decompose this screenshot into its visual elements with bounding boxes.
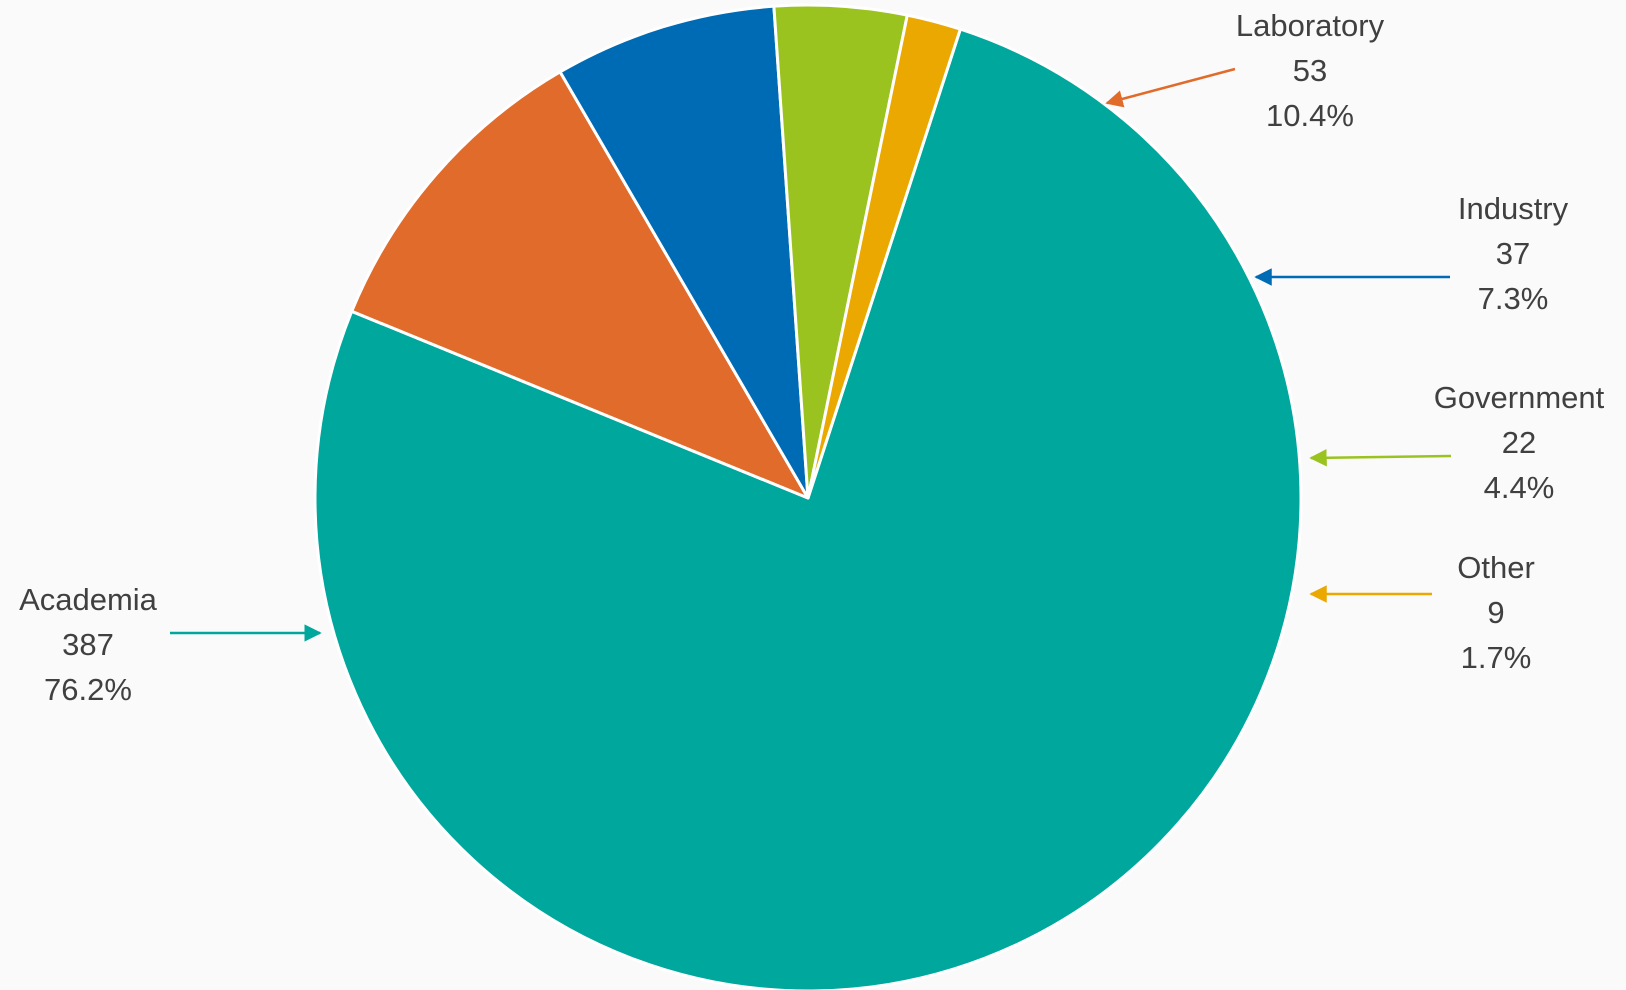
pie-data-labels: Academia 387 76.2% Laboratory 53 10.4% Industr…	[19, 8, 1605, 707]
data-label-value-government: 22	[1502, 425, 1536, 460]
data-label-percent-industry: 7.3%	[1478, 281, 1549, 316]
data-label-value-other: 9	[1487, 595, 1504, 630]
pie-slice-laboratory	[350, 70, 810, 500]
data-label-name-laboratory: Laboratory	[1236, 8, 1385, 43]
label-arrow-laboratory	[1105, 67, 1236, 108]
data-label-percent-academia: 76.2%	[44, 672, 132, 707]
pie-slice-other	[806, 13, 962, 500]
data-label-name-government: Government	[1434, 380, 1605, 415]
pie-slice-academia	[313, 27, 1303, 990]
data-label-value-academia: 387	[62, 627, 114, 662]
data-label-percent-other: 1.7%	[1461, 640, 1532, 675]
data-label-name-industry: Industry	[1458, 191, 1569, 226]
data-label-value-laboratory: 53	[1293, 53, 1327, 88]
data-label-percent-government: 4.4%	[1484, 470, 1555, 505]
data-label-value-industry: 37	[1496, 236, 1530, 271]
pie-slices	[313, 3, 1303, 990]
data-label-percent-laboratory: 10.4%	[1266, 98, 1354, 133]
label-arrow-government	[1309, 449, 1452, 467]
pie-slice-industry	[558, 4, 810, 500]
data-label-name-academia: Academia	[19, 582, 158, 617]
data-label-name-other: Other	[1457, 550, 1535, 585]
